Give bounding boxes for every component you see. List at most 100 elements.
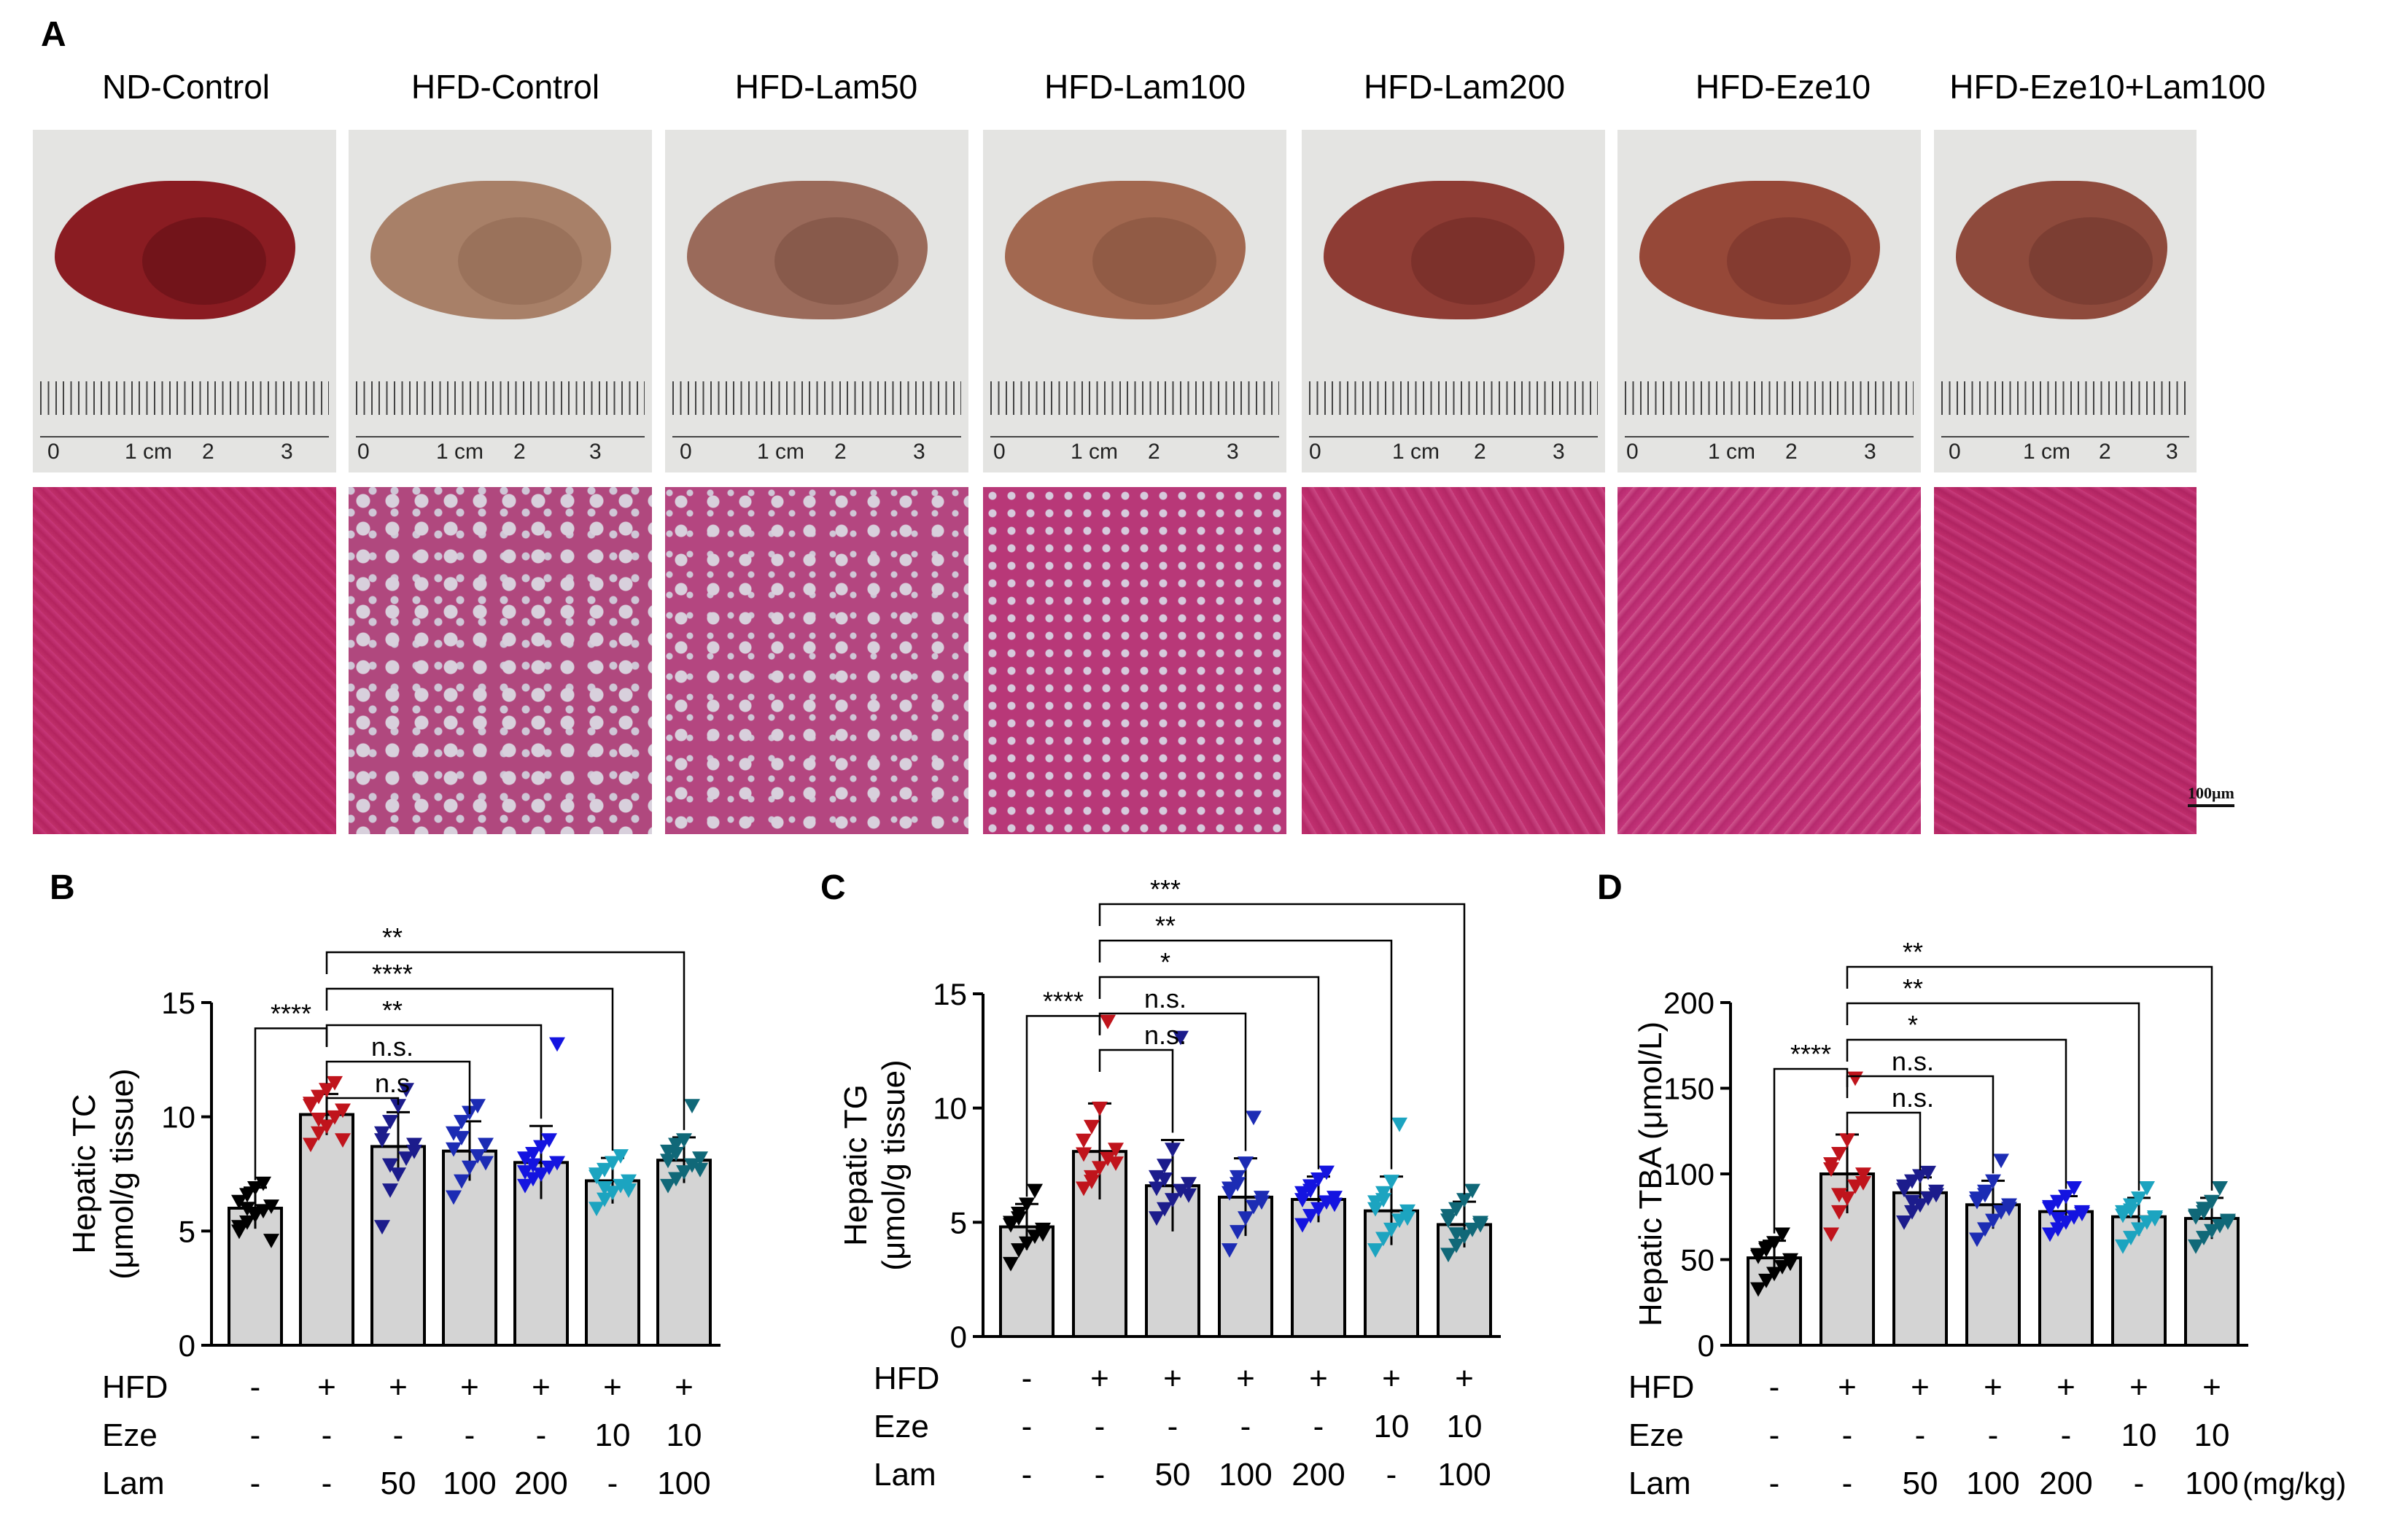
data-point xyxy=(319,1083,335,1098)
data-point xyxy=(2050,1194,2066,1210)
data-point xyxy=(2042,1202,2058,1216)
data-point xyxy=(1928,1188,1944,1203)
significance-bracket xyxy=(325,987,614,1151)
data-point xyxy=(319,1119,335,1135)
y-tick-label: 50 xyxy=(1680,1243,1714,1277)
data-point xyxy=(525,1158,541,1173)
significance-label: n.s. xyxy=(1892,1046,1934,1076)
significance-bracket xyxy=(1098,1012,1247,1151)
data-point xyxy=(1782,1256,1798,1272)
data-point xyxy=(621,1174,637,1189)
y-tick-label: 100 xyxy=(1663,1157,1714,1191)
data-point xyxy=(454,1174,470,1189)
data-point xyxy=(1985,1213,2001,1229)
group-title: HFD-Lam100 xyxy=(1044,68,1246,106)
data-point xyxy=(1472,1218,1488,1233)
condition-value: 10 xyxy=(2194,1417,2230,1453)
data-point xyxy=(1230,1177,1246,1192)
group-title: ND-Control xyxy=(101,68,271,106)
data-point xyxy=(1440,1248,1456,1263)
data-point xyxy=(382,1183,398,1198)
liver-photo: 0 1 cm 2 3 xyxy=(665,130,968,472)
condition-value: 100 xyxy=(657,1466,710,1501)
data-point xyxy=(398,1151,414,1167)
ruler-label: 1 cm xyxy=(125,440,173,464)
data-point xyxy=(533,1140,549,1155)
histology-image xyxy=(1302,487,1605,834)
significance-bracket xyxy=(1846,1075,1995,1174)
condition-value: - xyxy=(250,1466,261,1501)
data-point xyxy=(478,1137,494,1153)
group-title: HFD-Control xyxy=(411,68,600,106)
ruler-label: 3 xyxy=(589,440,602,464)
ruler-label: 2 xyxy=(834,440,847,464)
y-tick-label: 15 xyxy=(933,977,967,1011)
data-point xyxy=(1440,1213,1456,1229)
data-point xyxy=(231,1194,247,1210)
condition-value: + xyxy=(2202,1369,2221,1405)
data-point xyxy=(1011,1243,1027,1258)
data-point xyxy=(1896,1215,1912,1230)
condition-value: 100 xyxy=(2185,1466,2238,1501)
significance-label: ** xyxy=(1903,937,1923,967)
data-point xyxy=(255,1176,271,1191)
data-point xyxy=(605,1156,621,1171)
data-point xyxy=(1896,1183,1912,1198)
data-point xyxy=(1367,1202,1383,1217)
significance-label: n.s. xyxy=(1144,984,1186,1014)
data-point xyxy=(668,1137,684,1153)
data-point xyxy=(478,1156,494,1171)
data-point xyxy=(1076,1133,1092,1148)
data-point xyxy=(2050,1212,2066,1227)
condition-value: - xyxy=(1842,1466,1853,1501)
data-point xyxy=(2196,1231,2212,1245)
data-point xyxy=(2188,1210,2204,1225)
data-point xyxy=(1464,1183,1480,1199)
liver-photo: 0 1 cm 2 3 xyxy=(1934,130,2197,472)
data-point xyxy=(1222,1186,1238,1201)
panel-label-a: A xyxy=(41,15,66,54)
data-point xyxy=(589,1202,605,1216)
y-tick-label: 0 xyxy=(179,1328,195,1363)
data-point xyxy=(2147,1212,2163,1227)
data-point xyxy=(1448,1227,1464,1242)
data-point xyxy=(1831,1188,1847,1203)
data-point xyxy=(1375,1193,1391,1207)
data-point xyxy=(1904,1174,1920,1189)
data-point xyxy=(525,1172,541,1187)
panel-label-d: D xyxy=(1597,868,1623,907)
significance-label: **** xyxy=(1790,1039,1831,1069)
significance-label: n.s. xyxy=(371,1032,413,1062)
data-point xyxy=(2220,1215,2236,1230)
condition-value: - xyxy=(1022,1361,1033,1396)
data-point xyxy=(660,1178,676,1194)
scale-bar: 100μm xyxy=(2188,784,2234,807)
significance-bracket xyxy=(1846,1002,2140,1191)
data-point xyxy=(2188,1239,2204,1254)
data-point xyxy=(1084,1119,1100,1135)
significance-label: n.s. xyxy=(1144,1020,1186,1050)
data-point xyxy=(2139,1181,2155,1196)
condition-value: - xyxy=(1095,1409,1106,1444)
condition-value: - xyxy=(393,1417,404,1453)
data-point xyxy=(2042,1227,2058,1242)
data-point xyxy=(1904,1205,1920,1220)
significance-label: * xyxy=(1908,1010,1918,1040)
condition-value: - xyxy=(2061,1417,2072,1453)
condition-value: - xyxy=(2134,1466,2145,1501)
data-point xyxy=(390,1167,406,1182)
data-point xyxy=(1019,1236,1035,1251)
data-point xyxy=(239,1215,255,1230)
data-point xyxy=(1383,1175,1399,1189)
data-point xyxy=(446,1142,462,1157)
condition-value: + xyxy=(1309,1361,1328,1396)
data-point xyxy=(374,1220,390,1235)
data-point xyxy=(1076,1181,1092,1197)
condition-value: - xyxy=(1168,1409,1178,1444)
ruler-label: 0 xyxy=(47,440,60,464)
y-axis-label: Hepatic TC xyxy=(66,1094,102,1253)
histology-image xyxy=(1617,487,1921,834)
data-point xyxy=(2115,1239,2131,1254)
data-point xyxy=(1149,1181,1165,1197)
